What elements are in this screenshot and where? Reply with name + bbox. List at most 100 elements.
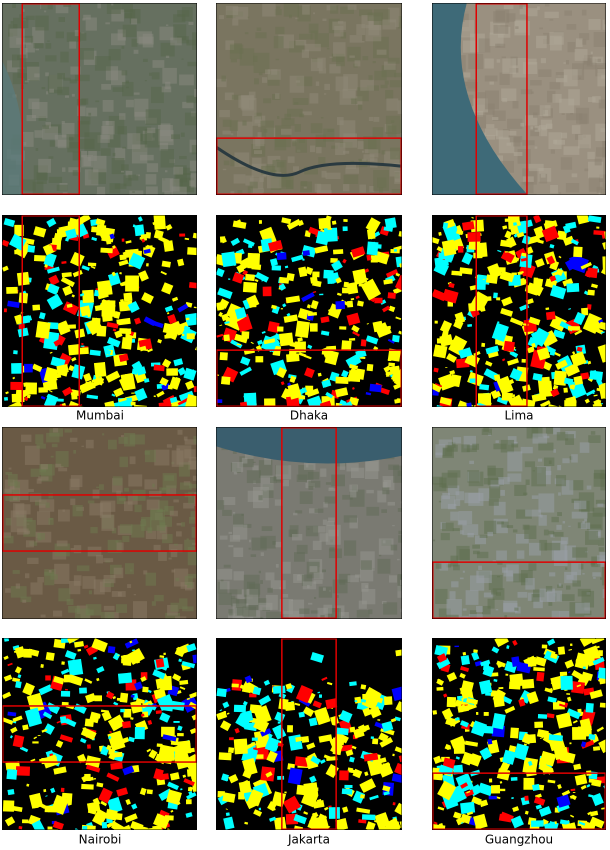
class-patch xyxy=(331,260,343,272)
texture xyxy=(368,75,373,81)
class-patch xyxy=(555,712,573,729)
class-patch xyxy=(500,307,514,317)
texture xyxy=(166,444,173,448)
class-patch xyxy=(292,825,304,830)
texture xyxy=(534,146,538,149)
texture xyxy=(564,545,576,561)
class-patch xyxy=(56,320,71,336)
class-patch xyxy=(499,780,503,784)
texture xyxy=(275,125,291,148)
class-patch xyxy=(587,360,592,365)
class-patch xyxy=(306,742,316,750)
texture xyxy=(323,93,327,95)
class-patch xyxy=(82,727,87,730)
texture xyxy=(398,16,402,29)
class-patch xyxy=(391,773,402,784)
class-patch xyxy=(439,334,454,347)
class-patch xyxy=(196,393,197,399)
class-patch xyxy=(130,401,136,406)
class-patch xyxy=(312,271,320,278)
region-box xyxy=(432,772,606,830)
texture xyxy=(186,39,197,46)
class-patch xyxy=(170,809,174,813)
class-patch xyxy=(600,331,605,334)
class-patch xyxy=(186,697,191,701)
class-patch xyxy=(65,688,68,691)
class-patch xyxy=(67,658,84,676)
class-patch xyxy=(567,326,580,331)
class-patch xyxy=(566,283,580,293)
class-patch xyxy=(7,711,17,717)
texture xyxy=(594,58,601,63)
texture xyxy=(452,437,462,444)
texture xyxy=(496,592,501,596)
class-patch xyxy=(82,289,95,304)
class-patch xyxy=(140,713,145,717)
texture xyxy=(308,23,319,34)
class-patch xyxy=(378,732,389,743)
panel-border xyxy=(216,638,402,830)
class-patch xyxy=(504,705,516,714)
class-patch xyxy=(339,770,349,781)
class-patch xyxy=(433,755,442,764)
class-patch xyxy=(323,754,332,760)
texture xyxy=(462,40,477,53)
texture xyxy=(438,500,442,503)
texture xyxy=(342,150,350,154)
texture xyxy=(21,131,34,147)
class-patch xyxy=(130,717,134,720)
caption: Lima xyxy=(504,409,533,423)
texture xyxy=(296,76,313,87)
texture xyxy=(301,49,310,58)
texture xyxy=(528,140,535,146)
texture xyxy=(332,21,346,30)
class-patch xyxy=(500,239,513,248)
texture xyxy=(342,494,353,500)
class-patch xyxy=(192,232,197,239)
class-patch xyxy=(81,342,84,346)
texture xyxy=(314,183,322,193)
texture xyxy=(394,170,402,184)
class-patch xyxy=(60,668,70,675)
texture xyxy=(173,499,179,503)
class-patch xyxy=(105,808,118,821)
class-patch xyxy=(546,638,556,646)
texture xyxy=(223,160,230,166)
class-patch xyxy=(569,383,576,390)
texture xyxy=(596,147,606,157)
class-patch xyxy=(134,681,144,691)
class-patch xyxy=(434,320,438,324)
texture xyxy=(115,604,128,613)
texture xyxy=(176,523,182,526)
texture xyxy=(597,69,606,87)
class-patch xyxy=(566,693,571,695)
texture xyxy=(79,48,95,60)
class-patch xyxy=(219,709,223,712)
texture xyxy=(85,609,94,616)
class-patch xyxy=(129,640,133,644)
texture xyxy=(465,590,479,605)
class-patch xyxy=(460,782,469,789)
texture xyxy=(329,64,341,74)
class-patch xyxy=(122,765,135,776)
texture xyxy=(168,557,172,560)
texture xyxy=(595,499,606,505)
texture xyxy=(72,504,83,517)
texture xyxy=(314,33,329,48)
class-patch xyxy=(105,691,115,700)
class-patch xyxy=(230,339,243,349)
class-patch xyxy=(46,217,57,228)
class-patch xyxy=(231,683,239,688)
class-patch xyxy=(538,806,552,817)
class-patch xyxy=(513,233,518,238)
class-patch xyxy=(341,788,353,795)
texture xyxy=(97,3,102,9)
texture xyxy=(549,32,564,45)
texture xyxy=(377,177,387,188)
class-patch xyxy=(156,390,165,398)
class-patch xyxy=(351,324,360,333)
class-patch xyxy=(335,376,349,384)
texture xyxy=(575,602,590,614)
class-patch xyxy=(177,258,185,267)
class-patch xyxy=(101,300,116,317)
